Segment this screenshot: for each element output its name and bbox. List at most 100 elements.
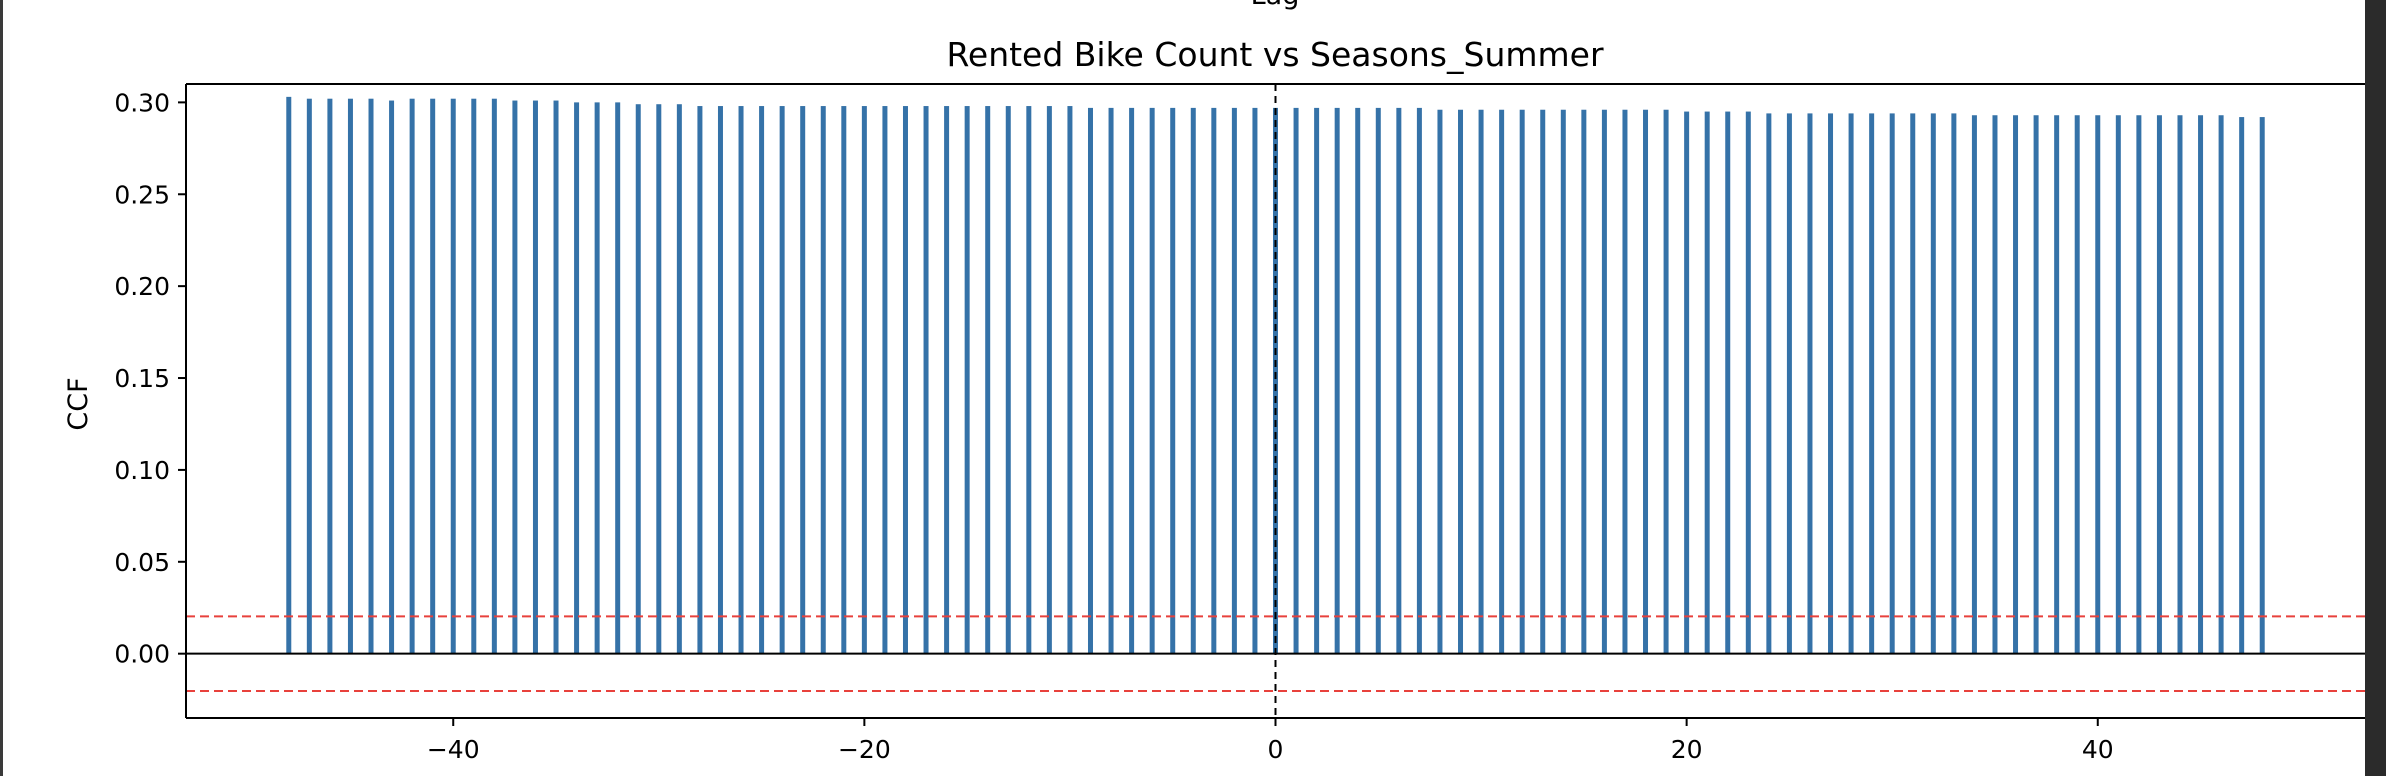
ccf-bar — [2218, 115, 2224, 654]
ccf-bar — [430, 98, 436, 654]
ccf-bar — [1478, 109, 1484, 654]
ccf-bar — [779, 106, 785, 654]
ccf-bar — [882, 106, 888, 654]
ccf-bar — [759, 106, 765, 654]
ccf-bar — [594, 102, 600, 654]
ccf-bar — [820, 106, 826, 654]
ccf-bar — [1930, 113, 1936, 654]
y-tick-label: 0.30 — [114, 88, 170, 117]
ccf-bar — [1087, 107, 1093, 654]
ccf-bar — [1149, 107, 1155, 654]
ccf-bar — [1684, 111, 1690, 654]
ccf-bar — [1190, 107, 1196, 654]
ccf-bar — [2198, 115, 2204, 654]
ccf-bar — [923, 106, 929, 654]
ccf-bar — [1766, 113, 1772, 654]
ccf-bar — [1951, 113, 1957, 654]
ccf-bar — [2054, 115, 2060, 654]
ccf-bar — [1848, 113, 1854, 654]
ccf-bar — [1725, 111, 1731, 654]
ccf-bar — [1643, 109, 1649, 654]
ccf-bar — [2095, 115, 2101, 654]
ccf-bar — [1375, 107, 1381, 654]
ccf-bar — [2115, 115, 2121, 654]
ccf-bar — [1704, 111, 1710, 654]
ccf-bar — [1293, 107, 1299, 654]
ccf-bar — [861, 106, 867, 654]
ccf-bar — [1786, 113, 1792, 654]
ccf-bar — [1992, 115, 1998, 654]
ccf-bar — [656, 104, 662, 654]
ccf-bar — [327, 98, 333, 654]
ccf-bar — [1355, 107, 1361, 654]
ccf-bar — [615, 102, 621, 654]
chart-title: Rented Bike Count vs Seasons_Summer — [946, 35, 1604, 74]
ccf-bar — [1601, 109, 1607, 654]
y-tick-label: 0.15 — [114, 364, 170, 393]
ccf-bar — [450, 98, 456, 654]
y-tick-label: 0.20 — [114, 272, 170, 301]
ccf-bar — [1971, 115, 1977, 654]
ccf-bar — [697, 106, 703, 654]
ccf-bar — [1828, 113, 1834, 654]
ccf-bar — [1026, 106, 1032, 654]
ccf-bar — [964, 106, 970, 654]
ccf-bar — [512, 100, 518, 654]
x-axis-label: Lag — [1251, 0, 1300, 11]
ccf-bar — [491, 98, 497, 654]
ccf-bar — [985, 106, 991, 654]
ccf-bar — [944, 106, 950, 654]
ccf-bar — [1519, 109, 1525, 654]
ccf-bar — [1170, 107, 1176, 654]
y-tick-label: 0.10 — [114, 456, 170, 485]
x-tick-label: −40 — [427, 735, 480, 764]
ccf-bar — [1211, 107, 1217, 654]
ccf-bar — [1499, 109, 1505, 654]
ccf-bar — [1231, 107, 1237, 654]
ccf-bar — [1416, 107, 1422, 654]
ccf-bar — [409, 98, 415, 654]
ccf-bar — [1437, 109, 1443, 654]
ccf-bar — [2259, 117, 2265, 654]
ccf-bar — [1581, 109, 1587, 654]
ccf-bar — [1396, 107, 1402, 654]
ccf-bar — [800, 106, 806, 654]
ccf-bar — [306, 98, 312, 654]
ccf-bar — [841, 106, 847, 654]
ccf-bar — [1889, 113, 1895, 654]
ccf-bar — [389, 100, 395, 654]
ccf-bar — [1910, 113, 1916, 654]
ccf-bar — [574, 102, 580, 654]
ccf-chart: Lag Rented Bike Count vs Seasons_Summer … — [63, 0, 2365, 764]
x-tick-label: 40 — [2082, 735, 2114, 764]
ccf-bar — [1622, 109, 1628, 654]
x-tick-label: 20 — [1671, 735, 1703, 764]
ccf-bar — [738, 106, 744, 654]
y-tick-label: 0.25 — [114, 180, 170, 209]
ccf-bar — [1807, 113, 1813, 654]
ccf-bar — [1005, 106, 1011, 654]
ccf-bar — [1108, 107, 1114, 654]
ccf-bar — [1663, 109, 1669, 654]
y-axis-label: CCF — [63, 377, 94, 430]
ccf-bar — [2136, 115, 2142, 654]
ccf-bar — [1540, 109, 1546, 654]
y-tick-label: 0.00 — [114, 640, 170, 669]
x-tick-label: −20 — [838, 735, 891, 764]
ccf-bar — [2074, 115, 2080, 654]
ccf-bar — [347, 98, 353, 654]
ccf-bar — [902, 106, 908, 654]
ccf-bar — [1334, 107, 1340, 654]
x-tick-label: 0 — [1268, 735, 1284, 764]
ccf-bar — [368, 98, 374, 654]
ccf-bar — [2177, 115, 2183, 654]
ccf-bar — [1314, 107, 1320, 654]
ccf-bar — [1458, 109, 1464, 654]
ccf-bar — [2239, 117, 2245, 654]
ccf-bar — [717, 106, 723, 654]
ccf-bar — [553, 100, 559, 654]
ccf-bar — [1560, 109, 1566, 654]
y-tick-label: 0.05 — [114, 548, 170, 577]
ccf-bar — [286, 96, 292, 654]
ccf-bar — [2033, 115, 2039, 654]
